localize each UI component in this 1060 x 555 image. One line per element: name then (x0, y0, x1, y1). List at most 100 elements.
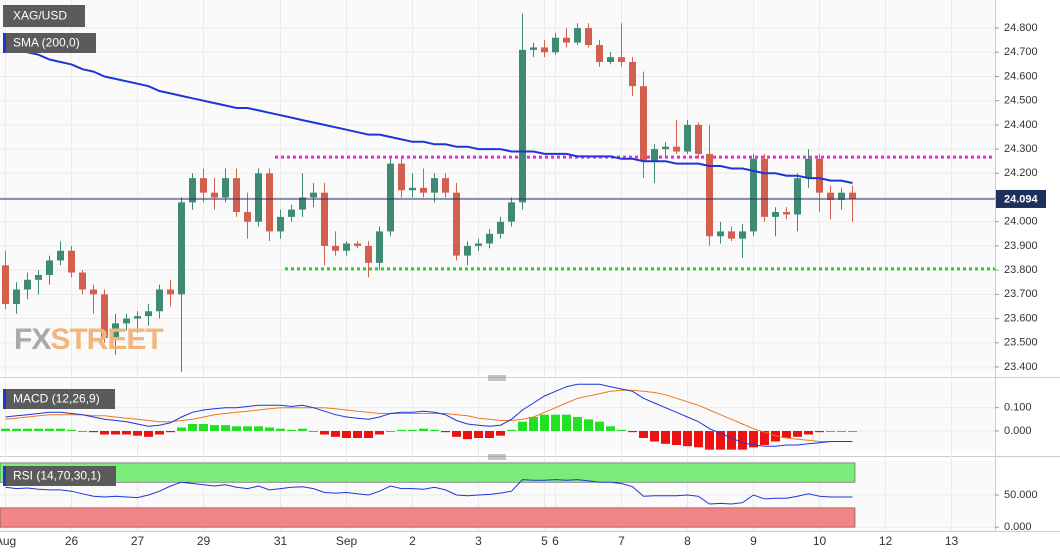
indicator-label: RSI (14,70,30,1) (13, 469, 101, 483)
candle-body (772, 212, 779, 217)
candle-body (277, 216, 284, 232)
candle-body (68, 250, 75, 273)
candle-body (288, 209, 295, 217)
x-tick-label: Sep (336, 534, 358, 548)
candle-body (695, 124, 702, 154)
histogram-bar (463, 431, 472, 440)
candle-body (299, 197, 306, 210)
x-tick-label: 31 (274, 534, 288, 548)
legend-swatch (3, 466, 6, 486)
candle-body (244, 212, 251, 222)
candle-body (475, 243, 482, 246)
candle-body (497, 221, 504, 234)
tag-box (3, 389, 115, 409)
candle-body (354, 243, 361, 246)
candle-body (134, 316, 141, 319)
histogram-bar (199, 424, 208, 431)
candle-body (24, 279, 31, 290)
histogram-bar (342, 431, 351, 438)
histogram-bar (771, 431, 780, 442)
histogram-bar (562, 414, 571, 431)
y-tick-label: 23.600 (1004, 312, 1038, 324)
candle-body (145, 311, 152, 317)
candle-body (2, 265, 9, 305)
candle-body (442, 178, 449, 193)
y-tick-label: 24.700 (1004, 46, 1038, 58)
y-tick-label: 24.500 (1004, 95, 1038, 107)
histogram-bar (848, 431, 857, 432)
histogram-bar (661, 431, 670, 444)
y-tick-label: 0.000 (1004, 521, 1032, 533)
candle-body (233, 178, 240, 213)
y-tick-label: 23.500 (1004, 337, 1038, 349)
x-tick-label: 8 (684, 534, 691, 548)
histogram-bar (793, 431, 802, 437)
signal-line (5, 389, 853, 442)
tag-box (3, 33, 96, 53)
zone-band (0, 462, 856, 483)
macd-line (5, 383, 853, 447)
histogram-bar (782, 431, 791, 438)
histogram-bar (353, 431, 362, 438)
candle-body (486, 233, 493, 244)
candle-body (750, 158, 757, 232)
histogram-bar (650, 431, 659, 442)
candle-body (420, 187, 427, 193)
y-tick-label: 0.100 (1004, 402, 1032, 414)
histogram-bar (100, 431, 109, 435)
candle-body (574, 28, 581, 43)
candle-body (816, 158, 823, 193)
histogram-bar (276, 428, 285, 431)
histogram-bar (760, 431, 769, 445)
histogram-bar (694, 431, 703, 448)
x-tick-label: 9 (750, 534, 757, 548)
x-tick-label: 3 (475, 534, 482, 548)
histogram-bar (78, 431, 87, 432)
watermark-part: FX (14, 323, 51, 356)
grip[interactable] (488, 454, 506, 460)
histogram-bar (188, 424, 197, 431)
histogram-bar (265, 427, 274, 431)
x-tick-label: 6 (552, 534, 559, 548)
grip[interactable] (488, 375, 506, 381)
histogram-bar (89, 431, 98, 433)
histogram-bar (430, 429, 439, 431)
candle-body (266, 173, 273, 232)
histogram-bar (518, 421, 527, 431)
x-tick-label: 26 (65, 534, 79, 548)
histogram-bar (56, 428, 65, 431)
tag-box (3, 466, 116, 486)
candle-body (46, 260, 53, 275)
tag-box (3, 5, 85, 27)
resize-grip[interactable] (488, 375, 506, 381)
last-price-box (996, 189, 1046, 208)
candle-body (321, 192, 328, 246)
candle-body (838, 192, 845, 200)
candle-body (101, 294, 108, 338)
candle-body (849, 192, 856, 199)
histogram-bar (12, 428, 21, 431)
histogram-bar (397, 429, 406, 431)
y-tick-label: 0.000 (1004, 425, 1032, 437)
candle-body (211, 192, 218, 198)
y-tick-label: 24.300 (1004, 143, 1038, 155)
candle-body (827, 192, 834, 200)
price-pane (0, 0, 995, 373)
y-tick-label: 23.400 (1004, 361, 1038, 373)
x-tick-label: 13 (945, 534, 959, 548)
candle-body (651, 149, 658, 162)
histogram-bar (210, 425, 219, 431)
candle-body (35, 274, 42, 280)
histogram-bar (309, 431, 318, 432)
candle-body (618, 57, 625, 62)
histogram-bar (408, 429, 417, 431)
candle-body (684, 124, 691, 152)
x-tick-label: 12 (879, 534, 893, 548)
candle-body (739, 231, 746, 239)
candle-body (365, 245, 372, 263)
resize-grip[interactable] (488, 454, 506, 460)
candle-body (805, 158, 812, 179)
candle-body (585, 28, 592, 46)
histogram-bar (243, 426, 252, 431)
plot-layer: Aug 26 27 29 31 Sep 2 3 56 7 8 9 10 12 13 23.400 23.500 2… (0, 0, 1046, 548)
